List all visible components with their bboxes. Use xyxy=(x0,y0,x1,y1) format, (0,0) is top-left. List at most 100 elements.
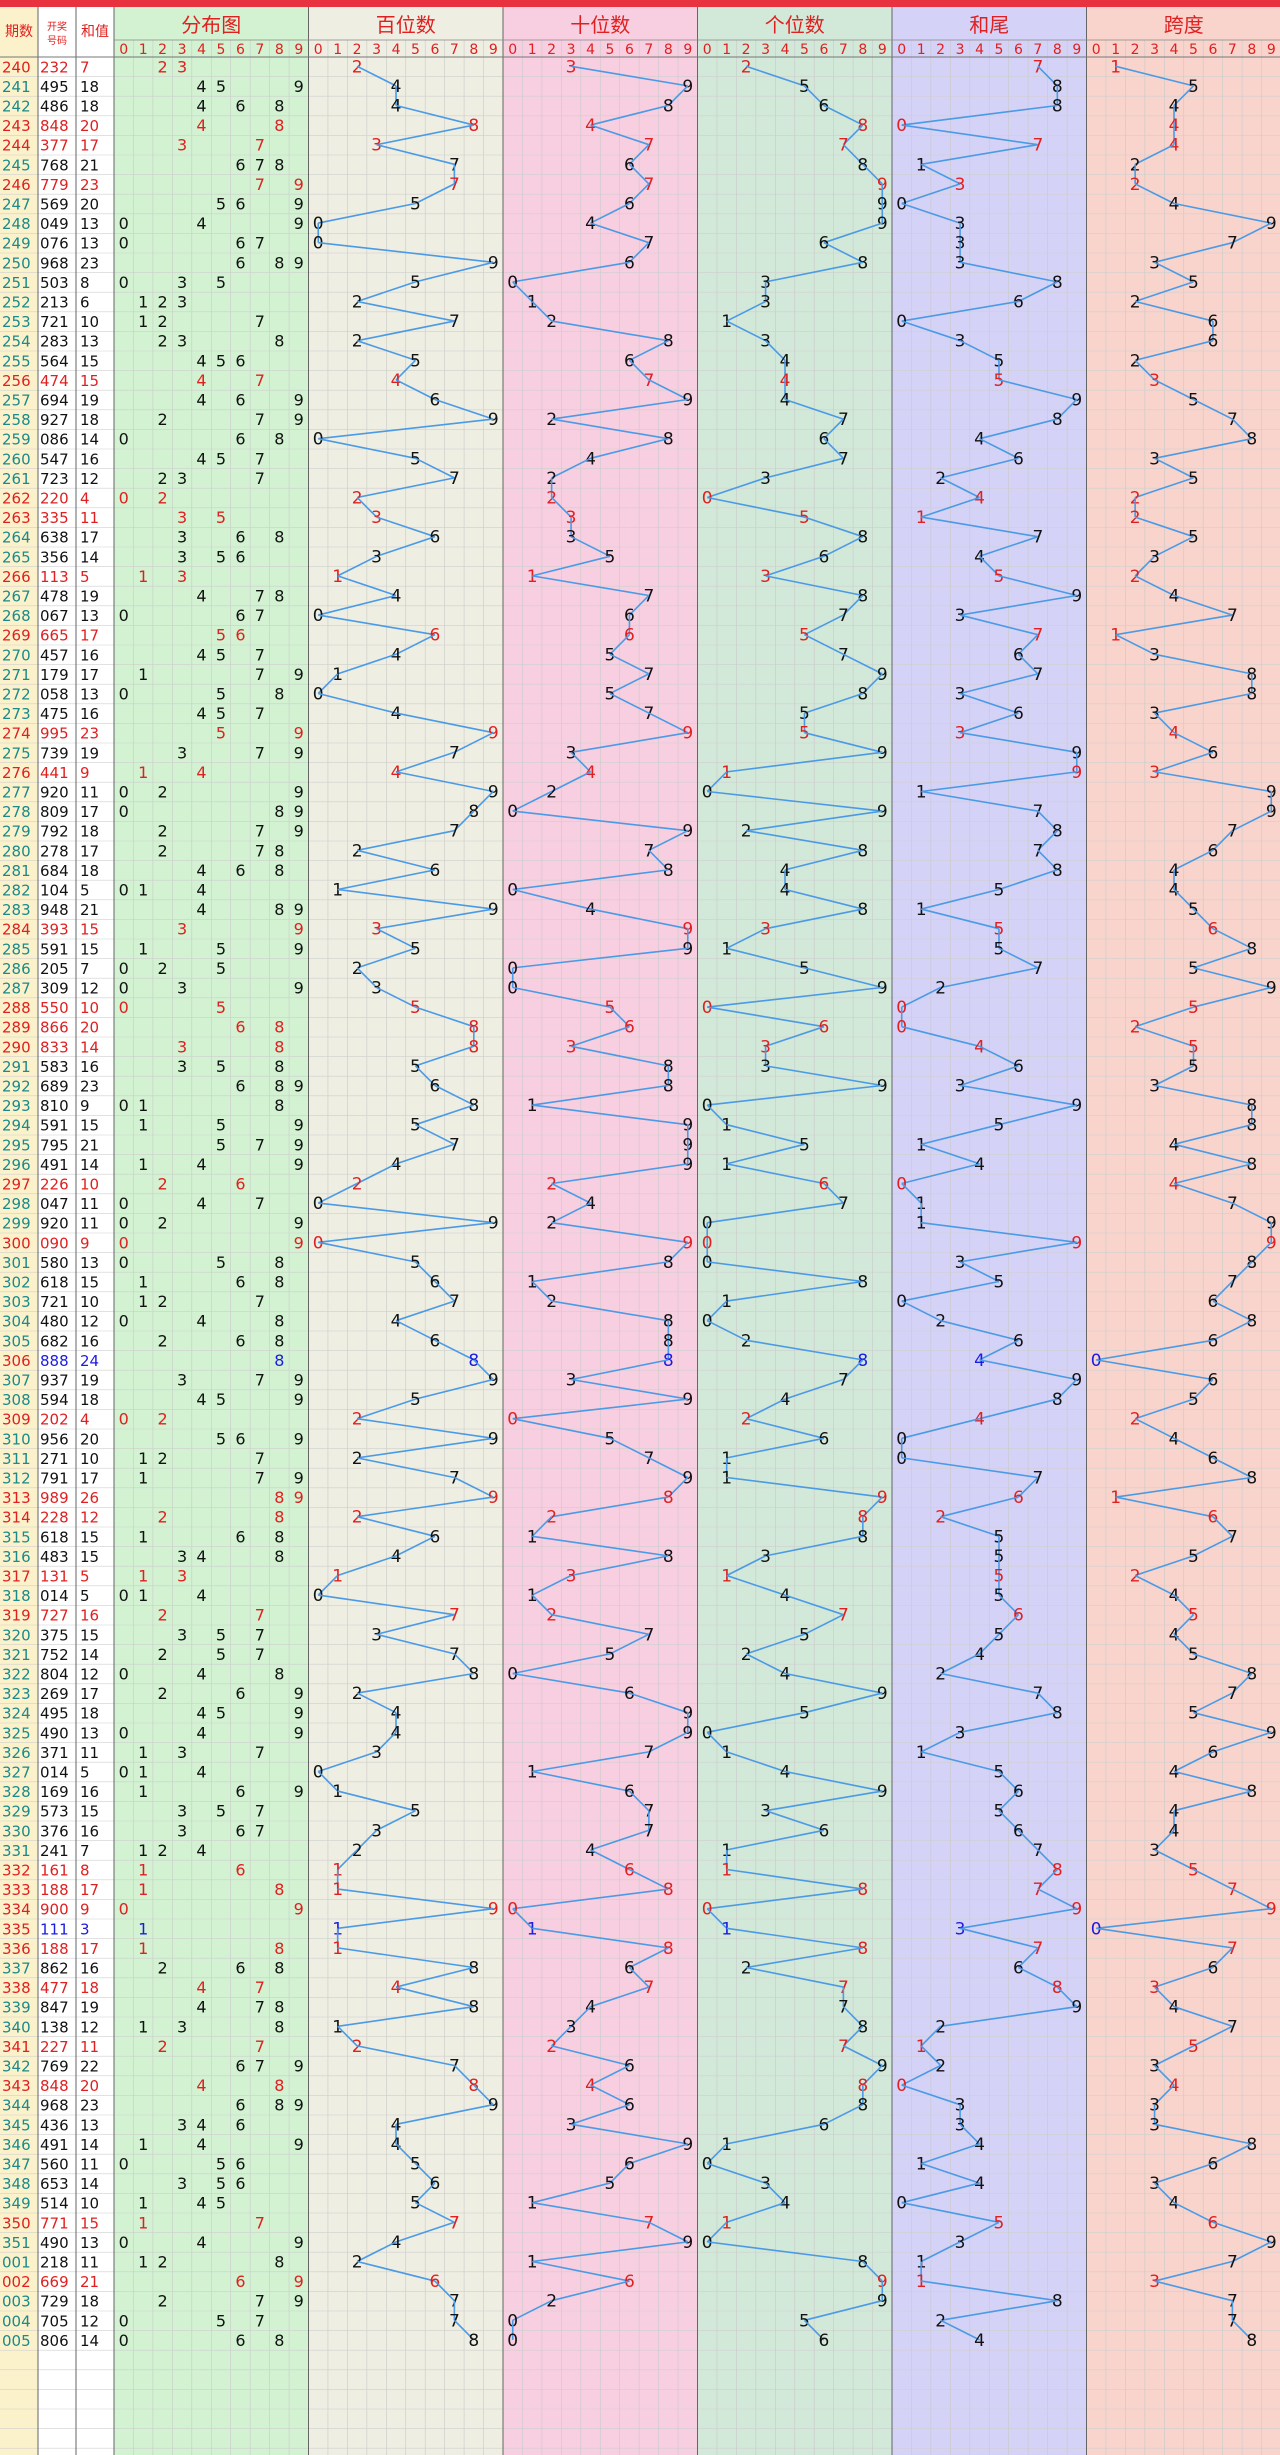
distribution-digit: 1 xyxy=(138,1155,148,1174)
trend-line xyxy=(551,1202,591,1224)
hundreds-digit: 0 xyxy=(313,430,324,450)
trend-line xyxy=(765,340,786,361)
period-cell: 283 xyxy=(2,901,31,919)
distribution-digit: 0 xyxy=(119,1214,129,1233)
trend-line xyxy=(667,85,689,107)
trend-line xyxy=(648,849,669,871)
span-digit: 8 xyxy=(1246,1116,1257,1136)
trend-line xyxy=(804,1613,844,1636)
trend-line xyxy=(901,2064,941,2086)
draw-number-cell: 047 xyxy=(40,1195,69,1213)
trend-line xyxy=(570,1025,630,1048)
distribution-digit: 7 xyxy=(255,1194,265,1213)
period-cell: 261 xyxy=(2,470,31,488)
distribution-digit: 2 xyxy=(158,2252,168,2271)
units-digit: 3 xyxy=(760,1547,771,1567)
trend-line xyxy=(901,2084,961,2106)
distribution-digit: 5 xyxy=(216,1645,226,1664)
distribution-digit: 4 xyxy=(196,371,206,390)
sum-tail-digit: 3 xyxy=(955,606,966,626)
digit-header: 4 xyxy=(1170,42,1179,58)
trend-line xyxy=(862,2064,883,2086)
tens-digit: 2 xyxy=(546,1174,557,1194)
trend-line xyxy=(570,535,611,558)
sum-cell: 16 xyxy=(80,1959,99,1977)
distribution-digit: 5 xyxy=(216,1253,226,1272)
sum-cell: 17 xyxy=(80,1881,99,1899)
distribution-digit: 3 xyxy=(177,1802,187,1821)
hundreds-digit: 7 xyxy=(449,312,460,332)
period-cell: 258 xyxy=(2,411,31,429)
tens-digit: 2 xyxy=(546,2037,557,2057)
units-digit: 1 xyxy=(721,1116,732,1136)
hundreds-digit: 2 xyxy=(352,841,363,861)
draw-number-cell: 682 xyxy=(40,1332,69,1350)
trend-line xyxy=(959,594,1077,616)
trend-line xyxy=(629,339,669,362)
units-digit: 5 xyxy=(799,724,810,744)
span-digit: 0 xyxy=(1091,1919,1102,1939)
span-digit: 6 xyxy=(1208,1331,1219,1351)
period-cell: 003 xyxy=(2,2293,31,2311)
trend-line xyxy=(998,947,1039,969)
distribution-digit: 5 xyxy=(216,1625,226,1644)
trend-line xyxy=(512,2299,552,2322)
period-cell: 246 xyxy=(2,176,31,194)
trend-line xyxy=(842,2025,864,2047)
distribution-digit: 5 xyxy=(216,1429,226,1448)
trend-line xyxy=(570,65,688,87)
draw-number-cell: 937 xyxy=(40,1371,69,1389)
digit-header: 6 xyxy=(1014,42,1023,58)
period-cell: 260 xyxy=(2,450,31,468)
sum-cell: 16 xyxy=(80,1332,99,1350)
distribution-digit: 1 xyxy=(138,1782,148,1801)
trend-line xyxy=(512,947,688,969)
trend-line xyxy=(1232,810,1272,832)
period-cell: 333 xyxy=(2,1881,31,1899)
units-digit: 4 xyxy=(780,2194,791,2214)
trend-line xyxy=(998,869,1058,891)
span-digit: 2 xyxy=(1130,1566,1141,1586)
trend-line xyxy=(414,1065,436,1087)
trend-line xyxy=(979,535,1039,558)
trend-line xyxy=(940,1672,1039,1694)
sum-cell: 5 xyxy=(80,1567,90,1585)
units-digit: 4 xyxy=(780,1664,791,1684)
trend-line xyxy=(1212,927,1253,950)
distribution-digit: 3 xyxy=(177,273,187,292)
digit-header: 0 xyxy=(703,42,712,58)
distribution-digit: 8 xyxy=(274,841,284,860)
sum-cell: 13 xyxy=(80,1254,99,1272)
trend-line xyxy=(376,1731,397,1753)
sum-cell: 17 xyxy=(80,842,99,860)
trend-line xyxy=(395,1143,455,1165)
distribution-digit: 8 xyxy=(274,1527,284,1546)
sum-tail-digit: 2 xyxy=(935,2056,946,2076)
distribution-digit: 5 xyxy=(216,1057,226,1076)
trend-line xyxy=(959,1927,1039,1949)
sum-cell: 15 xyxy=(80,2214,99,2232)
trend-line xyxy=(1017,653,1039,675)
trend-line xyxy=(823,222,883,244)
trend-line xyxy=(532,575,650,597)
draw-number-cell: 900 xyxy=(40,1901,69,1919)
tens-digit: 8 xyxy=(663,332,674,352)
sum-cell: 19 xyxy=(80,1999,99,2017)
distribution-digit: 7 xyxy=(255,822,265,841)
span-digit: 2 xyxy=(1130,1410,1141,1430)
period-cell: 275 xyxy=(2,744,31,762)
distribution-digit: 4 xyxy=(196,1762,206,1781)
units-digit: 9 xyxy=(877,978,888,998)
units-digit: 3 xyxy=(760,567,771,587)
sum-tail-digit: 4 xyxy=(974,1037,985,1057)
trend-line xyxy=(395,633,436,656)
trend-line xyxy=(1173,1790,1253,1812)
draw-number-cell: 232 xyxy=(40,58,69,76)
trend-line xyxy=(784,398,844,420)
digit-header: 4 xyxy=(586,42,595,58)
trend-line xyxy=(570,2006,592,2027)
distribution-digit: 6 xyxy=(235,861,245,880)
tens-digit: 8 xyxy=(663,430,674,450)
draw-number-cell: 474 xyxy=(40,372,69,390)
trend-line xyxy=(570,1045,669,1067)
